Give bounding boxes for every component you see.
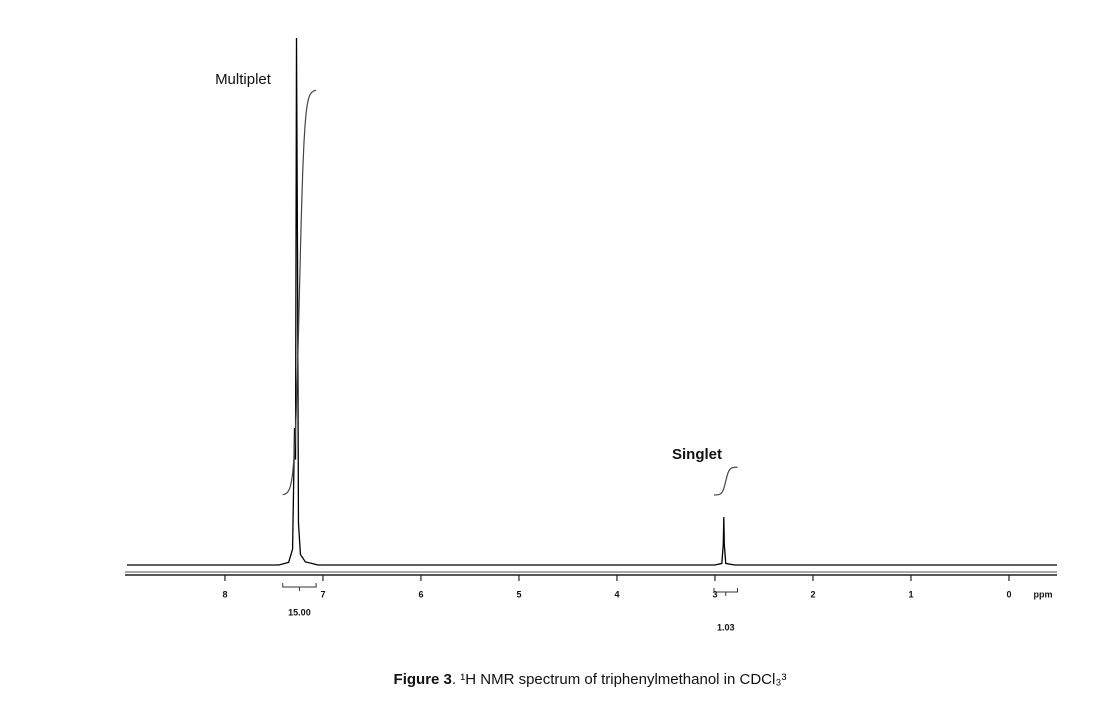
annotation: Multiplet	[215, 71, 272, 88]
integral-label: 1.03	[717, 622, 735, 632]
spectrum-line	[126, 37, 1057, 566]
x-axis-label: ppm	[1034, 589, 1053, 599]
annotation: Singlet	[672, 446, 722, 463]
x-tick-label: 2	[810, 589, 815, 599]
caption-text: . ¹H NMR spectrum of triphenylmethanol i…	[452, 671, 787, 688]
integral-bracket	[713, 588, 739, 596]
caption: Figure 3. ¹H NMR spectrum of triphenylme…	[394, 671, 787, 688]
caption-label: Figure 3	[394, 671, 452, 688]
x-tick-label: 4	[614, 589, 619, 599]
x-tick-label: 8	[222, 589, 227, 599]
integral-curve	[282, 89, 317, 496]
x-tick-label: 6	[418, 589, 423, 599]
integral-label: 15.00	[288, 607, 311, 617]
x-tick-label: 1	[908, 589, 913, 599]
x-tick-label: 5	[516, 589, 521, 599]
integral-curve	[713, 466, 738, 496]
integral-bracket	[282, 583, 317, 591]
x-tick-label: 0	[1006, 589, 1011, 599]
x-tick-label: 3	[712, 589, 717, 599]
x-tick-label: 7	[320, 589, 325, 599]
